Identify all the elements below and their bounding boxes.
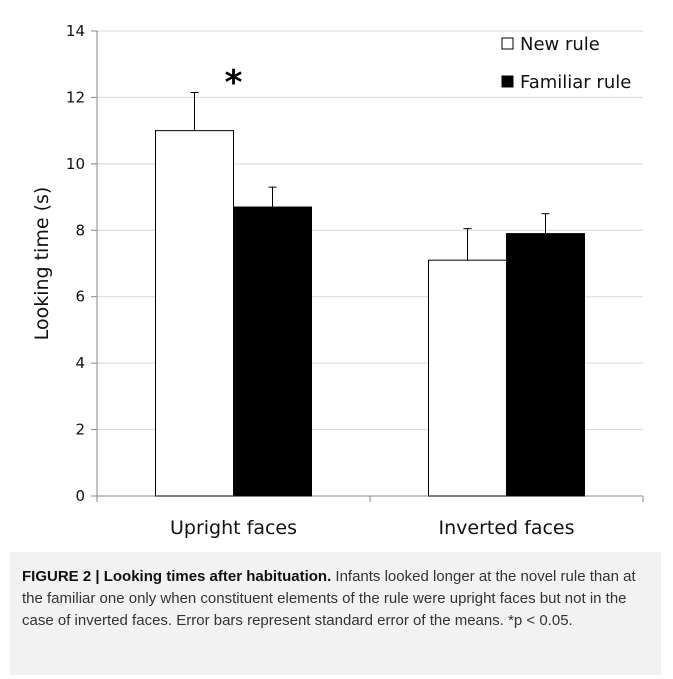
bar-familiar-rule (233, 206, 312, 497)
legend-label: Familiar rule (520, 72, 631, 93)
x-category-label: Inverted faces (439, 517, 575, 539)
caption-text: Infants looked longer at the novel rule … (22, 568, 636, 629)
legend-swatch (501, 75, 514, 88)
caption-title: Looking times after habituation. (103, 568, 332, 585)
y-tick-label: 8 (75, 221, 85, 239)
y-tick-label: 0 (75, 487, 85, 505)
y-tick-label: 12 (66, 88, 85, 106)
y-axis-label: Looking time (s) (31, 187, 53, 341)
legend-swatch (501, 37, 514, 50)
bar-chart: 0 2 4 6 8 10 12 14 Looking time (s) Upright faces… (31, 22, 644, 539)
bar-new-rule (428, 259, 507, 497)
significance-marker: * (225, 63, 243, 103)
caption-label: FIGURE 2 | (22, 568, 100, 585)
x-category-label: Upright faces (170, 517, 297, 539)
y-tick-label: 4 (75, 354, 85, 372)
y-tick-label: 10 (66, 155, 85, 173)
legend-label: New rule (520, 34, 600, 55)
y-tick-label: 14 (66, 22, 85, 40)
figure-caption: FIGURE 2 | Looking times after habituati… (10, 552, 661, 675)
y-tick-label: 6 (75, 288, 85, 306)
y-tick-label: 2 (75, 421, 85, 439)
chart-svg: 0 2 4 6 8 10 12 14 Looking time (s) Upright faces… (31, 22, 644, 539)
bar-new-rule (155, 130, 234, 497)
bar-familiar-rule (506, 233, 585, 497)
